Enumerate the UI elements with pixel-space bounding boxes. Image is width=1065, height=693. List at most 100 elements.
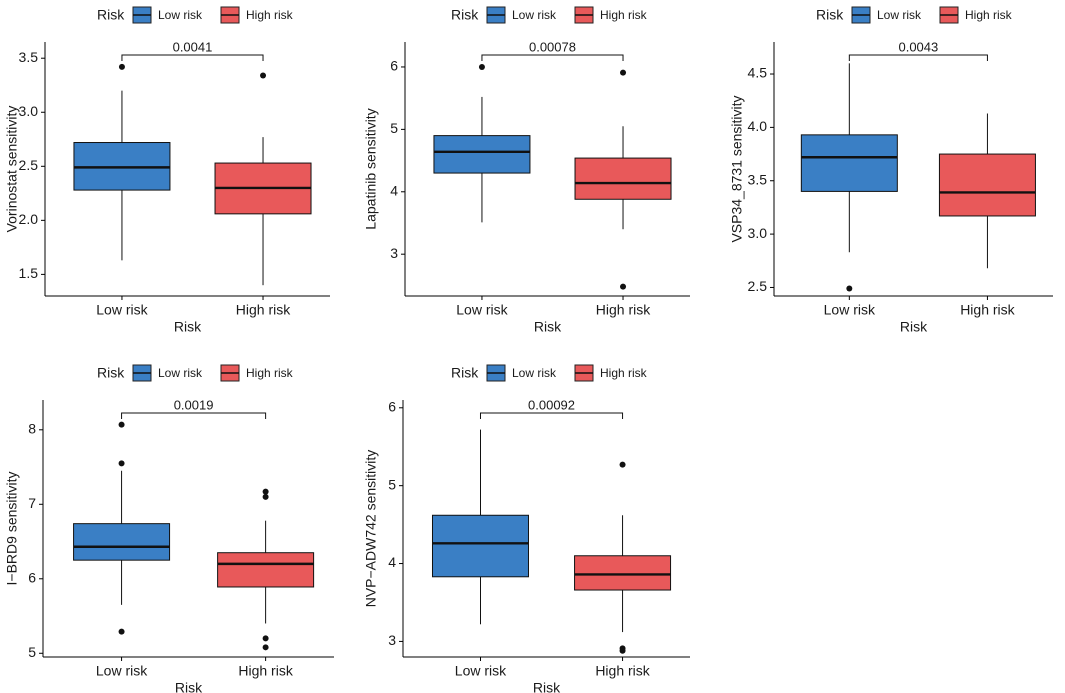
- significance-bracket: 0.0043: [848, 39, 988, 61]
- y-tick-label: 4.5: [748, 65, 768, 81]
- y-tick-label: 7: [28, 495, 36, 511]
- box-high-risk: [217, 488, 315, 651]
- legend-label-high-risk: High risk: [600, 366, 648, 380]
- chart-panel-1: Risk Low risk High risk 1.5 2.0 2.5 3.0 3.5 Low …: [4, 6, 330, 335]
- y-tick-label: 4: [388, 554, 396, 570]
- x-tick-label: High risk: [595, 663, 650, 679]
- box-iqr: [217, 552, 315, 588]
- box-iqr: [433, 135, 531, 174]
- box-low-risk: [800, 63, 898, 292]
- y-tick-label: 3: [388, 632, 396, 648]
- box-iqr: [73, 523, 171, 561]
- y-tick-label: 2.5: [19, 157, 39, 173]
- x-axis-title: Risk: [174, 319, 202, 335]
- y-axis-title: VSP34_8731 sensitivity: [729, 95, 745, 242]
- box-low-risk: [73, 63, 171, 261]
- outlier-point: [260, 72, 267, 79]
- box-iqr: [431, 514, 529, 578]
- box-low-risk: [73, 421, 171, 635]
- legend: Risk Low risk High risk: [451, 6, 648, 24]
- y-axis-title: Vorinostat sensitivity: [4, 106, 20, 233]
- outlier-point: [118, 628, 125, 635]
- p-value-label: 0.0041: [173, 39, 213, 54]
- legend-label-high-risk: High risk: [246, 366, 294, 380]
- x-axis-title: Risk: [534, 319, 562, 335]
- bracket-line: [121, 54, 264, 61]
- chart-panel-3: Risk Low risk High risk 2.5 3.0 3.5 4.0 4.5 Low …: [729, 6, 1053, 335]
- x-tick-label: Low risk: [824, 302, 876, 318]
- box-low-risk: [433, 63, 531, 223]
- box-iqr: [800, 134, 898, 192]
- chart-panel-4: Risk Low risk High risk 5 6 7 8 Low risk High ri…: [4, 364, 334, 693]
- chart-panel-5: Risk Low risk High risk 3 4 5 6 Low risk High ri…: [363, 364, 690, 693]
- legend: Risk Low risk High risk: [97, 6, 294, 24]
- y-tick-label: 3.0: [748, 225, 768, 241]
- p-value-label: 0.0043: [898, 39, 938, 54]
- outlier-point: [620, 283, 627, 290]
- outlier-point: [118, 421, 125, 428]
- x-axis-title: Risk: [175, 680, 203, 693]
- bracket-line: [481, 54, 624, 61]
- y-axis-title: I−BRD9 sensitivity: [4, 472, 20, 586]
- x-tick-label: High risk: [596, 302, 651, 318]
- legend-title: Risk: [451, 7, 479, 23]
- legend-label-low-risk: Low risk: [158, 8, 203, 22]
- legend-label-low-risk: Low risk: [512, 8, 557, 22]
- box-iqr: [574, 555, 672, 591]
- outlier-point: [262, 635, 269, 642]
- legend-title: Risk: [451, 365, 479, 381]
- legend: Risk Low risk High risk: [816, 6, 1013, 24]
- legend-title: Risk: [97, 365, 125, 381]
- legend: Risk Low risk High risk: [97, 364, 294, 382]
- legend-label-low-risk: Low risk: [512, 366, 557, 380]
- y-tick-label: 5: [28, 644, 36, 660]
- y-tick-label: 3.0: [19, 103, 39, 119]
- box-high-risk: [574, 461, 672, 654]
- y-tick-label: 1.5: [19, 265, 39, 281]
- y-tick-label: 6: [390, 58, 398, 74]
- outlier-point: [619, 647, 626, 654]
- box-high-risk: [938, 113, 1036, 269]
- x-axis-title: Risk: [533, 680, 561, 693]
- y-tick-label: 6: [28, 569, 36, 585]
- box-high-risk: [574, 69, 672, 290]
- y-tick-label: 8: [28, 421, 36, 437]
- bracket-line: [121, 412, 267, 419]
- legend-label-high-risk: High risk: [246, 8, 294, 22]
- box-low-risk: [431, 429, 529, 625]
- p-value-label: 0.00092: [528, 397, 575, 412]
- y-tick-label: 4: [390, 182, 398, 198]
- outlier-point: [478, 63, 485, 70]
- x-tick-label: Low risk: [96, 302, 148, 318]
- significance-bracket: 0.00092: [479, 397, 624, 419]
- box-high-risk: [214, 72, 312, 286]
- y-tick-label: 6: [388, 398, 396, 414]
- y-tick-label: 2.0: [19, 211, 39, 227]
- chart-panel-2: Risk Low risk High risk 3 4 5 6 Low risk High ri…: [363, 6, 690, 335]
- legend-label-low-risk: Low risk: [158, 366, 203, 380]
- outlier-point: [846, 285, 853, 292]
- x-tick-label: High risk: [236, 302, 291, 318]
- legend-title: Risk: [816, 7, 844, 23]
- box-iqr: [574, 157, 672, 200]
- significance-bracket: 0.0041: [121, 39, 264, 61]
- legend-label-high-risk: High risk: [600, 8, 648, 22]
- legend-label-low-risk: Low risk: [877, 8, 922, 22]
- y-tick-label: 4.0: [748, 118, 768, 134]
- legend: Risk Low risk High risk: [451, 364, 648, 382]
- y-tick-label: 3: [390, 245, 398, 261]
- outlier-point: [118, 460, 125, 467]
- significance-bracket: 0.0019: [121, 397, 267, 419]
- outlier-point: [620, 69, 627, 76]
- y-axis-title: Lapatinib sensitivity: [363, 108, 379, 229]
- outlier-point: [262, 644, 269, 651]
- box-iqr: [938, 153, 1036, 217]
- legend-label-high-risk: High risk: [965, 8, 1013, 22]
- p-value-label: 0.00078: [529, 39, 576, 54]
- outlier-point: [262, 493, 269, 500]
- outlier-point: [262, 488, 269, 495]
- x-tick-label: High risk: [960, 302, 1015, 318]
- x-tick-label: Low risk: [96, 663, 148, 679]
- bracket-line: [479, 412, 624, 419]
